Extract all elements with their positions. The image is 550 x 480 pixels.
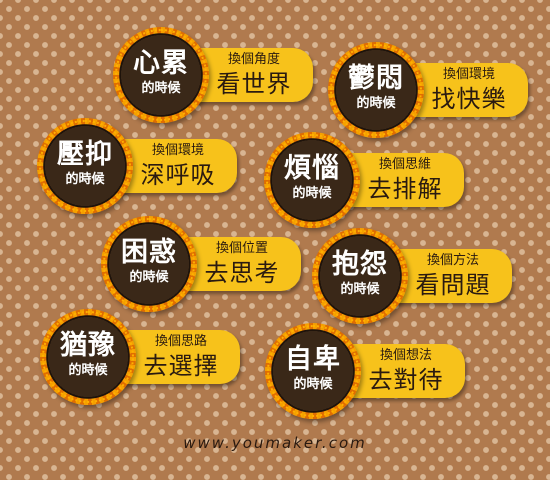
feeling-word: 困惑 <box>121 237 177 268</box>
feeling-circle: 困惑 的時候 <box>101 216 197 312</box>
feeling-word: 心累 <box>133 48 189 79</box>
feeling-when: 的時候 <box>65 172 105 187</box>
feeling-word: 鬱悶 <box>348 63 404 94</box>
badge-fannao: 換個思維 去排解 煩惱 的時候 <box>264 132 469 228</box>
feeling-when: 的時候 <box>141 81 181 96</box>
advice-target: 去選擇 <box>143 352 219 380</box>
website-watermark: www.youmaker.com <box>183 434 367 452</box>
feeling-when: 的時候 <box>293 377 333 392</box>
feeling-when: 的時候 <box>356 96 396 111</box>
advice-action: 換個思維 <box>378 157 431 172</box>
feeling-circle: 猶豫 的時候 <box>40 309 136 405</box>
advice-action: 換個思路 <box>154 334 207 349</box>
advice-target: 找快樂 <box>431 85 507 113</box>
feeling-circle: 鬱悶 的時候 <box>328 42 424 138</box>
feeling-circle: 自卑 的時候 <box>265 323 361 419</box>
feeling-word: 猶豫 <box>60 330 116 361</box>
feeling-word: 抱怨 <box>332 249 388 280</box>
feeling-circle: 心累 的時候 <box>113 27 209 123</box>
feeling-circle: 壓抑 的時候 <box>37 118 133 214</box>
feeling-circle: 煩惱 的時候 <box>264 132 360 228</box>
advice-target: 去思考 <box>204 259 280 287</box>
advice-action: 換個角度 <box>227 52 280 67</box>
badge-youyu: 換個思路 去選擇 猶豫 的時候 <box>40 309 245 405</box>
badge-zibei: 換個想法 去對待 自卑 的時候 <box>265 323 470 419</box>
advice-action: 換個位置 <box>215 241 268 256</box>
badge-xinlei: 換個角度 看世界 心累 的時候 <box>113 27 318 123</box>
feeling-when: 的時候 <box>68 363 108 378</box>
feeling-word: 煩惱 <box>284 153 340 184</box>
badge-baoyuan: 換個方法 看問題 抱怨 的時候 <box>312 228 517 324</box>
advice-target: 看世界 <box>216 70 292 98</box>
advice-target: 看問題 <box>415 271 491 299</box>
feeling-word: 自卑 <box>285 344 341 375</box>
feeling-word: 壓抑 <box>57 139 113 170</box>
badge-kunhuo: 換個位置 去思考 困惑 的時候 <box>101 216 306 312</box>
advice-action: 換個環境 <box>442 67 495 82</box>
advice-action: 換個想法 <box>379 348 432 363</box>
advice-target: 深呼吸 <box>140 161 216 189</box>
feeling-when: 的時候 <box>129 270 169 285</box>
feeling-when: 的時候 <box>340 282 380 297</box>
advice-action: 換個方法 <box>426 253 479 268</box>
advice-action: 換個環境 <box>151 143 204 158</box>
feeling-when: 的時候 <box>292 186 332 201</box>
badge-yayi: 換個環境 深呼吸 壓抑 的時候 <box>37 118 242 214</box>
advice-target: 去對待 <box>368 366 444 394</box>
feeling-circle: 抱怨 的時候 <box>312 228 408 324</box>
badge-yumen: 換個環境 找快樂 鬱悶 的時候 <box>328 42 533 138</box>
advice-target: 去排解 <box>367 175 443 203</box>
